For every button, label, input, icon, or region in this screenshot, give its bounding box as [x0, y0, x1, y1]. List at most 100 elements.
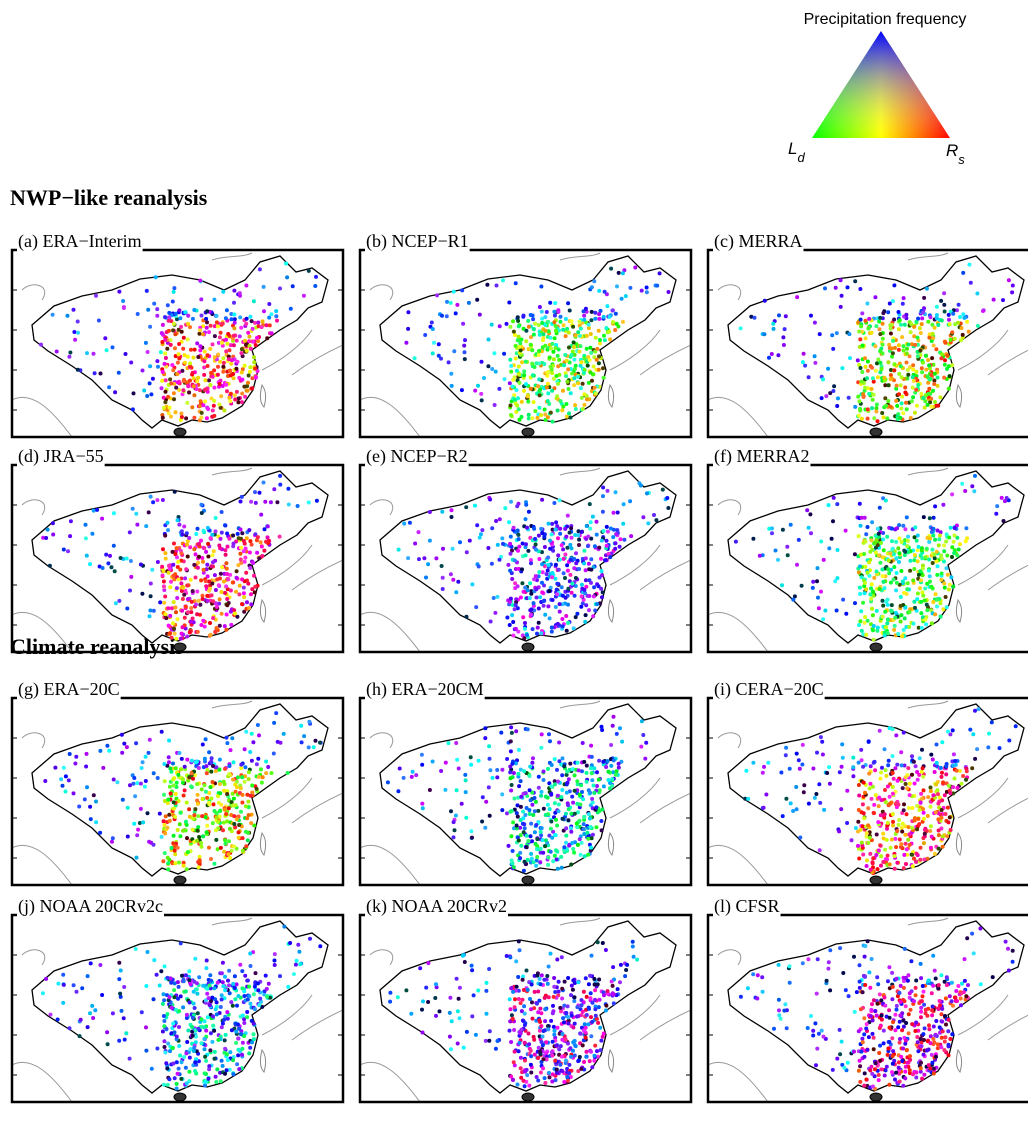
station-dot: [219, 590, 224, 594]
station-dot: [575, 842, 580, 847]
station-dot: [585, 363, 590, 368]
station-dot: [611, 527, 616, 532]
station-dot: [158, 600, 163, 605]
station-dot: [800, 360, 805, 365]
station-dot: [529, 335, 533, 340]
station-dot: [582, 832, 587, 836]
station-dot: [545, 802, 550, 807]
station-dot: [579, 783, 584, 788]
station-dot: [600, 595, 604, 600]
coastline: [708, 700, 1028, 885]
station-dot: [519, 843, 524, 848]
station-dot: [610, 723, 615, 728]
station-dot: [920, 566, 925, 571]
station-dot: [184, 416, 189, 421]
station-dot: [546, 555, 551, 560]
station-dot: [554, 343, 559, 347]
station-dot: [463, 790, 468, 795]
station-dot: [162, 1024, 167, 1029]
station-dot: [553, 301, 558, 306]
station-dot: [933, 810, 938, 815]
station-dot: [242, 559, 247, 564]
station-dot: [791, 809, 796, 813]
station-dot: [495, 542, 500, 547]
station-dot: [253, 366, 258, 371]
station-dot: [234, 1029, 239, 1034]
station-dot: [511, 329, 516, 334]
station-dot: [574, 551, 578, 556]
station-dot: [598, 338, 602, 342]
station-dot: [776, 557, 780, 562]
station-dot: [518, 779, 523, 784]
station-dot: [516, 537, 521, 542]
station-dot: [183, 989, 188, 994]
station-dot: [540, 570, 545, 575]
station-dot: [201, 559, 205, 564]
station-dot: [876, 357, 881, 362]
station-dot: [234, 366, 239, 371]
station-dot: [500, 808, 505, 813]
station-dot: [557, 557, 562, 562]
station-dot: [459, 801, 464, 806]
station-dot: [874, 569, 879, 574]
station-dot: [240, 531, 245, 536]
station-dot: [556, 567, 561, 572]
station-dot: [173, 814, 178, 819]
station-dot: [552, 801, 557, 806]
station-dot: [909, 399, 914, 404]
station-dot: [863, 364, 868, 369]
station-dot: [138, 806, 143, 811]
station-dot: [238, 1032, 243, 1037]
coastline: [360, 700, 691, 885]
station-dot: [945, 834, 950, 839]
station-dot: [859, 810, 864, 815]
station-dot: [657, 271, 662, 276]
station-dot: [574, 821, 579, 826]
station-dot: [105, 1030, 110, 1035]
station-dot: [173, 861, 178, 866]
panel-label: (h) ERA−20CM: [366, 679, 484, 700]
station-dot: [508, 568, 513, 573]
station-dot: [462, 343, 467, 348]
station-dot: [856, 534, 861, 539]
station-dot: [155, 560, 160, 564]
station-dot: [148, 324, 153, 329]
station-dot: [205, 593, 210, 598]
station-dot: [644, 740, 649, 745]
station-dot: [516, 396, 520, 401]
station-dot: [145, 950, 150, 954]
station-dot: [885, 416, 890, 421]
station-dot: [191, 989, 196, 994]
station-dot: [613, 541, 618, 546]
station-dot: [146, 750, 151, 755]
station-dot: [561, 327, 566, 332]
station-dot: [605, 759, 610, 764]
station-dot: [865, 359, 870, 364]
station-dot: [582, 548, 587, 553]
station-dot: [188, 545, 193, 550]
station-dot: [515, 606, 520, 611]
station-dot: [272, 720, 277, 725]
station-dot: [743, 796, 748, 801]
station-dot: [264, 323, 269, 328]
station-dot: [228, 748, 233, 753]
station-dot: [242, 595, 247, 600]
station-dot: [925, 856, 930, 861]
station-dot: [185, 757, 190, 762]
station-dot: [169, 606, 174, 611]
station-dot: [536, 620, 541, 625]
station-dot: [244, 321, 249, 326]
station-dot: [882, 812, 887, 817]
station-dot: [274, 711, 279, 716]
station-dot: [959, 338, 963, 343]
station-dot: [460, 288, 465, 293]
station-dot: [840, 366, 845, 371]
station-dot: [928, 829, 933, 833]
station-dot: [122, 1037, 127, 1042]
station-dot: [516, 838, 521, 843]
station-dot: [267, 302, 272, 306]
station-dot: [931, 526, 936, 531]
station-dot: [561, 571, 566, 576]
china-outline: [31, 920, 329, 1094]
station-dot: [217, 601, 222, 606]
